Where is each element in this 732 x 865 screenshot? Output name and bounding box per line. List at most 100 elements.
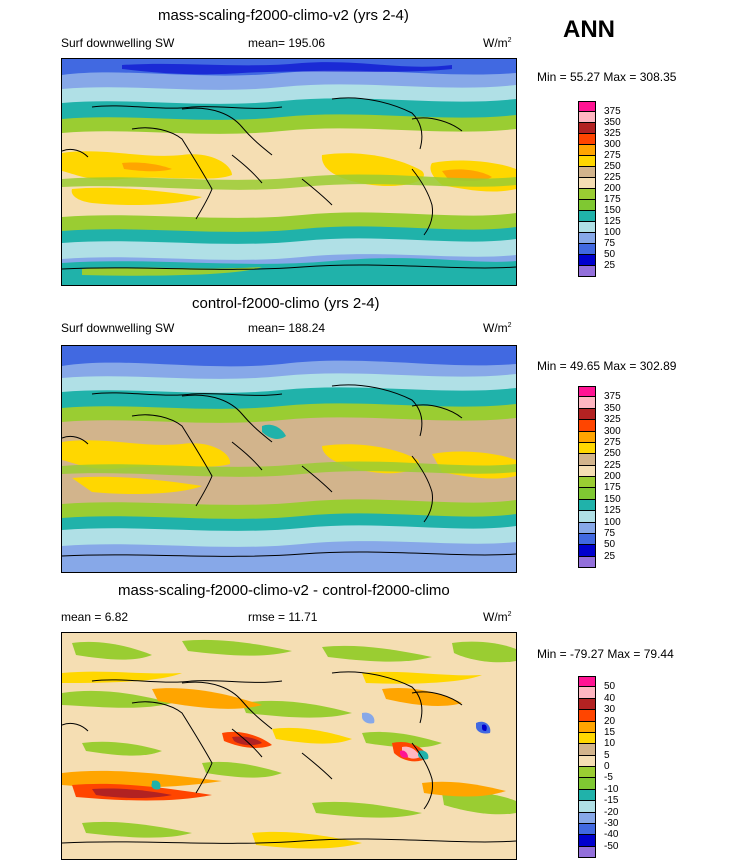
legend-swatch (578, 178, 596, 189)
panel2-minmax: Min = 49.65 Max = 302.89 (537, 359, 677, 373)
legend-label: 125 (604, 216, 621, 227)
panel3-rmse-label: rmse = 11.71 (248, 610, 318, 624)
legend-swatch (578, 255, 596, 266)
legend-swatch (578, 123, 596, 134)
season-label: ANN (563, 16, 615, 43)
legend-label: 325 (604, 128, 621, 139)
legend-label: 375 (604, 106, 621, 117)
legend-label: 350 (604, 402, 621, 414)
legend-swatch (578, 266, 596, 277)
legend-label: -50 (604, 840, 619, 852)
legend-swatch (578, 778, 596, 790)
legend-label: 15 (604, 726, 616, 738)
legend-label: -10 (604, 783, 619, 795)
legend-label: -30 (604, 817, 619, 829)
legend-swatch (578, 222, 596, 233)
legend-label: -20 (604, 806, 619, 818)
panel1-title: mass-scaling-f2000-climo-v2 (yrs 2-4) (158, 7, 409, 24)
legend-swatch (578, 755, 596, 767)
legend-swatch (578, 200, 596, 211)
legend-label: 175 (604, 482, 621, 494)
legend-swatch (578, 442, 596, 455)
legend-label: 325 (604, 414, 621, 426)
legend-label: 275 (604, 436, 621, 448)
legend-swatch (578, 112, 596, 123)
legend-label: -15 (604, 795, 619, 807)
panel1-legend-colorbar: 375 350 325 300 275 250 225 200 175 150 125 100 75 50… (578, 101, 621, 277)
legend-label: 150 (604, 493, 621, 505)
legend-label: 0 (604, 761, 610, 772)
legend-swatch (578, 676, 596, 688)
legend-swatch (578, 687, 596, 699)
legend-label: 225 (604, 459, 621, 471)
legend-swatch (578, 408, 596, 421)
legend-label: 375 (604, 391, 621, 403)
panel3-units: W/m2 (483, 610, 512, 624)
legend-swatch (578, 134, 596, 145)
legend-label: 100 (604, 516, 621, 528)
legend-label: 25 (604, 260, 616, 271)
legend-swatch (578, 744, 596, 756)
legend-label: 75 (604, 527, 616, 539)
legend-label: 300 (604, 139, 621, 150)
legend-swatch (578, 420, 596, 432)
panel3-title: mass-scaling-f2000-climo-v2 - control-f2… (118, 582, 450, 599)
legend-swatch (578, 522, 596, 534)
legend-label: 225 (604, 172, 621, 183)
legend-swatch (578, 386, 596, 398)
legend-swatch (578, 812, 596, 824)
legend-label: 250 (604, 161, 621, 172)
legend-label: 50 (604, 539, 616, 551)
legend-label: 250 (604, 448, 621, 460)
legend-label: 150 (604, 205, 621, 216)
legend-swatch (578, 789, 596, 802)
legend-label: 275 (604, 150, 621, 161)
legend-label: 175 (604, 194, 621, 205)
legend-swatch (578, 499, 596, 512)
legend-swatch (578, 533, 596, 546)
legend-swatch (578, 732, 596, 745)
legend-swatch (578, 167, 596, 178)
legend-swatch (578, 233, 596, 244)
legend-label: 200 (604, 183, 621, 194)
legend-label: 75 (604, 238, 616, 249)
panel2-variable-label: Surf downwelling SW (61, 321, 175, 335)
legend-swatch (578, 545, 596, 557)
legend-swatch (578, 710, 596, 722)
legend-label: 5 (604, 749, 610, 761)
legend-swatch (578, 397, 596, 409)
legend-swatch (578, 454, 596, 466)
panel3-legend-colorbar: 50 40 30 20 15 10 5 0 -5 -10 -15 -20 -30 -40 -50 (578, 676, 618, 858)
legend-label: -40 (604, 829, 619, 841)
legend-label: 10 (604, 738, 616, 750)
legend-swatch (578, 767, 596, 779)
legend-swatch (578, 801, 596, 813)
legend-swatch (578, 189, 596, 200)
panel1-map (61, 58, 517, 286)
panel2-map (61, 345, 517, 573)
legend-swatch (578, 477, 596, 489)
legend-swatch (578, 556, 596, 568)
legend-swatch (578, 698, 596, 711)
panel1-mean-label: mean= 195.06 (248, 36, 326, 50)
legend-swatch (578, 823, 596, 836)
panel3-minmax: Min = -79.27 Max = 79.44 (537, 647, 674, 661)
legend-swatch (578, 465, 596, 477)
legend-swatch (578, 101, 596, 112)
panel2-legend-colorbar: 375 350 325 300 275 250 225 200 175 150 125 100 75 50… (578, 386, 621, 568)
panel3-mean-label: mean = 6.82 (61, 610, 129, 624)
panel1-minmax: Min = 55.27 Max = 308.35 (537, 70, 677, 84)
legend-label: 50 (604, 249, 616, 260)
legend-swatch (578, 431, 596, 443)
legend-swatch (578, 846, 596, 858)
legend-swatch (578, 244, 596, 255)
panel2-mean-label: mean= 188.24 (248, 321, 326, 335)
panel2-units: W/m2 (483, 321, 512, 335)
legend-label: 40 (604, 692, 616, 704)
legend-swatch (578, 156, 596, 167)
legend-swatch (578, 721, 596, 733)
legend-label: 20 (604, 715, 616, 727)
legend-swatch (578, 835, 596, 847)
legend-swatch (578, 211, 596, 222)
legend-label: 300 (604, 425, 621, 437)
